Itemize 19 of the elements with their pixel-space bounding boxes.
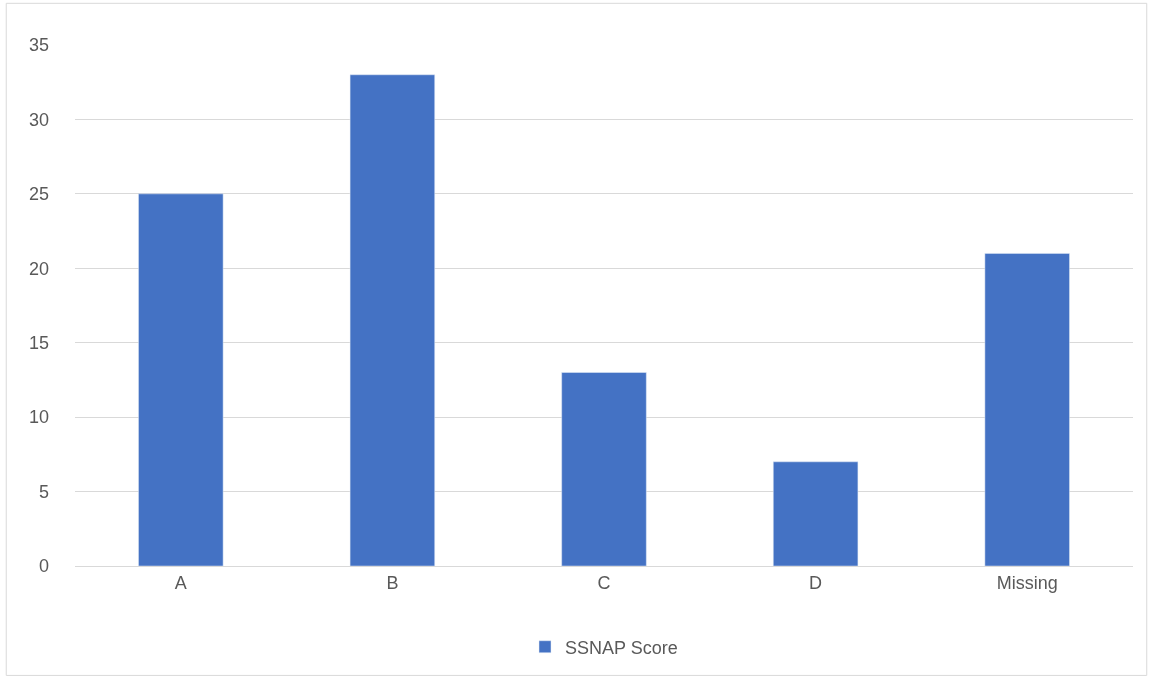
bar — [984, 253, 1070, 566]
y-tick-label: 30 — [28, 109, 49, 130]
y-tick-label: 25 — [28, 184, 49, 205]
legend-label: SSNAP Score — [565, 637, 678, 658]
x-tick-label: A — [174, 572, 187, 593]
y-tick-label: 10 — [28, 407, 49, 428]
bar — [773, 461, 859, 566]
x-tick-label: D — [809, 572, 823, 593]
bar — [138, 193, 224, 566]
y-tick-label: 0 — [38, 556, 49, 577]
x-tick-label: B — [386, 572, 399, 593]
y-tick-label: 35 — [28, 35, 49, 56]
x-tick-label: C — [597, 572, 611, 593]
y-tick-label: 20 — [28, 258, 49, 279]
y-tick-label: 15 — [28, 333, 49, 354]
x-tick-label: Missing — [996, 572, 1058, 593]
bar — [561, 372, 647, 566]
y-tick-label: 5 — [38, 481, 49, 502]
bar — [349, 74, 435, 566]
